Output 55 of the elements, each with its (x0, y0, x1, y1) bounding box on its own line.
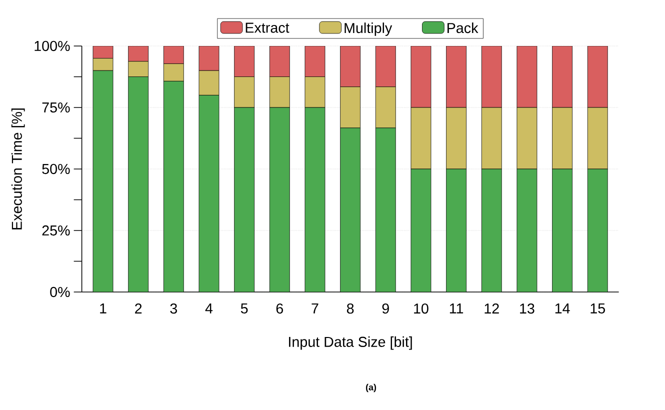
x-tick-label: 12 (484, 303, 499, 314)
y-tick-label: 25% (42, 225, 70, 236)
x-tick-label: 14 (555, 303, 570, 314)
x-tick-label: 5 (240, 303, 248, 314)
y-tick-label: 50% (42, 164, 70, 174)
y-tick-label: 0% (50, 286, 70, 298)
bar (304, 107, 326, 292)
bar (552, 46, 572, 108)
x-tick-label: 11 (450, 303, 464, 314)
bar (481, 46, 502, 108)
bar (446, 46, 466, 108)
y-tick-label: 75% (42, 102, 70, 113)
bar (410, 168, 432, 292)
bar (198, 94, 220, 292)
bar (163, 46, 184, 64)
bar (340, 46, 361, 88)
x-tick-label: 2 (135, 303, 142, 314)
x-tick-label: 9 (382, 303, 389, 314)
bar (552, 168, 572, 292)
bar (128, 76, 149, 292)
x-tick-label: 8 (346, 303, 354, 314)
bar (269, 46, 290, 77)
bar (375, 128, 396, 292)
bar (304, 46, 326, 77)
bar (92, 70, 114, 292)
x-tick-label: 4 (205, 303, 213, 314)
bar (375, 46, 396, 88)
bar (587, 168, 608, 292)
bar (234, 107, 255, 292)
x-tick-label: 3 (170, 303, 178, 314)
x-tick-label: 1 (100, 303, 106, 314)
x-tick-label: 6 (276, 303, 283, 314)
bar (410, 46, 432, 108)
bar (128, 46, 149, 62)
bar (587, 46, 608, 108)
legend-label: Pack (448, 22, 478, 34)
bar (481, 168, 502, 292)
bar (516, 46, 538, 108)
x-tick-label: 7 (312, 303, 318, 314)
x-tick-label: 15 (590, 303, 605, 314)
x-axis-title: Input Data Size [bit] (289, 336, 412, 350)
bar (234, 46, 255, 77)
bar (198, 46, 220, 71)
bar (340, 128, 361, 292)
bar (516, 168, 538, 292)
legend-label: Multiply (344, 22, 392, 36)
legend-label: Extract (246, 22, 290, 33)
text: (a) (366, 384, 376, 392)
y-axis-title: Execution Time [%] (11, 108, 25, 230)
y-tick-label: 100% (34, 40, 70, 52)
bar (163, 80, 184, 292)
x-tick-label: 13 (520, 303, 534, 314)
bar (446, 168, 466, 292)
x-tick-label: 10 (414, 303, 428, 314)
bar (269, 107, 290, 292)
